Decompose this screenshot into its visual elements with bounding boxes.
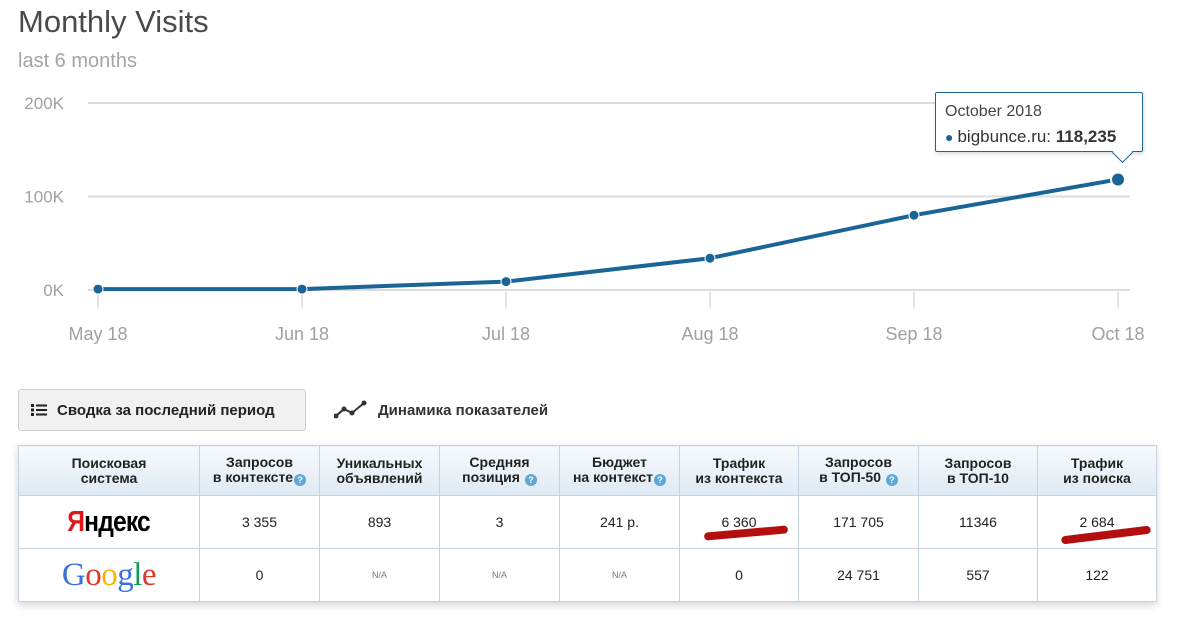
table-cell: 893: [319, 495, 440, 549]
chart-subtitle: last 6 months: [18, 50, 137, 72]
stats-table: Поисковая система Запросов в контексте? Ун…: [18, 445, 1157, 602]
table-cell: N/A: [439, 548, 560, 602]
table-cell: 2 684: [1037, 495, 1157, 549]
col-header-top50-queries: Запросов в ТОП-50 ?: [798, 445, 919, 496]
table-cell: 241 р.: [559, 495, 680, 549]
x-tick-label: Aug 18: [681, 324, 738, 344]
table-cell: 24 751: [798, 548, 919, 602]
line-chart: 0K 100K 200K May 18 Jun 18 Jul 18 Aug 18 Sep 18…: [24, 94, 1144, 344]
table-cell: 122: [1037, 548, 1157, 602]
help-icon[interactable]: ?: [294, 474, 307, 486]
x-tick-label: May 18: [68, 324, 127, 344]
chart-tooltip: October 2018 ● bigbunce.ru: 118,235: [935, 92, 1143, 152]
table-cell: 6 360: [679, 495, 799, 549]
col-header-search-traffic: Трафик из поиска: [1037, 445, 1157, 496]
table-cell: 557: [918, 548, 1038, 602]
data-point: [704, 252, 716, 264]
tooltip-row: ● bigbunce.ru: 118,235: [945, 127, 1142, 147]
y-tick-label: 100K: [24, 188, 64, 207]
google-logo-letter: e: [141, 556, 157, 593]
google-logo-letter: l: [133, 556, 142, 593]
help-icon[interactable]: ?: [654, 474, 667, 486]
col-header-context-budget: Бюджет на контекст?: [559, 445, 680, 496]
tooltip-value: 118,235: [1055, 127, 1117, 146]
google-logo: Google: [18, 548, 200, 602]
table-row-yandex: Яндекс 3 355 893 3 241 р. 6 360 171 705 …: [18, 495, 1157, 549]
table-cell: 3: [439, 495, 560, 549]
dynamics-tab-button[interactable]: Динамика показателей: [334, 389, 548, 431]
summary-tab-label: Сводка за последний период: [57, 401, 275, 419]
series-line: [98, 177, 1119, 292]
col-header-top10-queries: Запросов в ТОП-10: [918, 445, 1038, 496]
summary-tab-button[interactable]: Сводка за последний период: [18, 389, 306, 431]
google-logo-letter: g: [117, 556, 134, 593]
col-header-context-queries: Запросов в контексте?: [199, 445, 320, 496]
google-logo-letter: o: [85, 556, 102, 593]
trend-chart-icon: [334, 400, 367, 419]
data-point: [1110, 171, 1126, 188]
help-icon[interactable]: ?: [885, 474, 898, 486]
col-header-unique-ads: Уникальных объявлений: [319, 445, 440, 496]
x-tick-label: Oct 18: [1091, 324, 1144, 344]
table-cell: 3 355: [199, 495, 320, 549]
google-logo-letter: G: [61, 556, 86, 593]
chart-title: Monthly Visits: [18, 4, 209, 39]
tooltip-series: bigbunce.ru:: [957, 127, 1052, 146]
table-cell: 11346: [918, 495, 1038, 549]
col-header-engine: Поисковая система: [18, 445, 200, 496]
col-header-avg-position: Средняя позиция ?: [439, 445, 560, 496]
dynamics-tab-label: Динамика показателей: [378, 401, 549, 419]
google-logo-letter: o: [101, 556, 118, 593]
data-point: [92, 283, 104, 295]
data-point: [296, 283, 308, 295]
table-cell: N/A: [559, 548, 680, 602]
tooltip-date: October 2018: [945, 103, 1042, 120]
table-cell: 171 705: [798, 495, 919, 549]
table-cell: 0: [199, 548, 320, 602]
table-header-row: Поисковая система Запросов в контексте? Ун…: [18, 445, 1157, 496]
help-icon[interactable]: ?: [524, 474, 537, 486]
y-tick-label: 200K: [24, 94, 64, 113]
x-tick-label: Sep 18: [885, 324, 942, 344]
x-tick-label: Jun 18: [275, 324, 329, 344]
data-point: [500, 276, 512, 288]
stats-table-container: Поисковая система Запросов в контексте? Ун…: [18, 445, 1157, 602]
data-point: [908, 209, 920, 221]
col-header-context-traffic: Трафик из контекста: [679, 445, 799, 496]
table-row-google: Google 0 N/A N/A N/A 0 24 751 557 122: [18, 548, 1157, 602]
series-dot-icon: ●: [945, 129, 954, 145]
y-tick-label: 0K: [43, 281, 64, 300]
yandex-logo: Яндекс: [18, 495, 200, 549]
list-icon: [31, 404, 47, 416]
table-cell: 0: [679, 548, 799, 602]
table-cell: N/A: [319, 548, 440, 602]
x-tick-label: Jul 18: [482, 324, 530, 344]
